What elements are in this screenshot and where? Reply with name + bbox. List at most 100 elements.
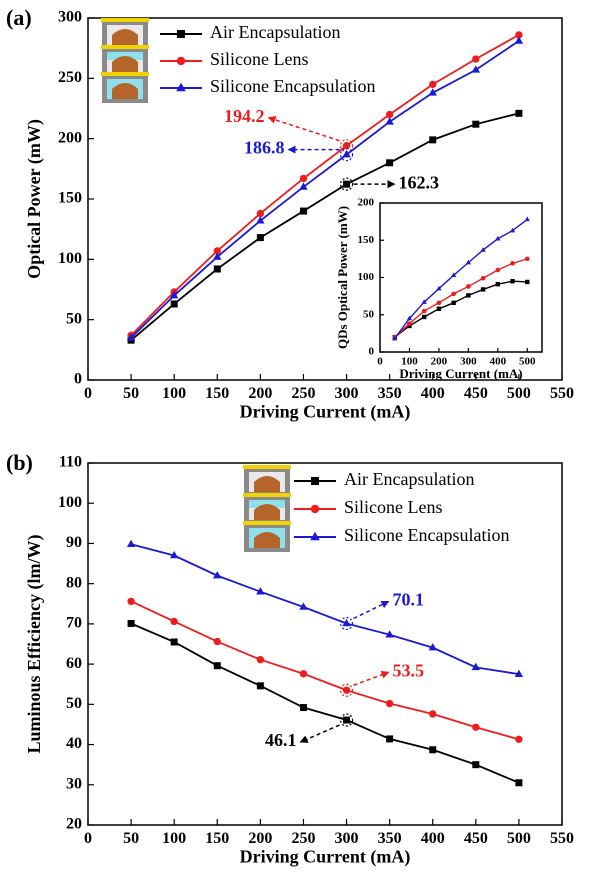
y-tick-label: 40 bbox=[66, 735, 82, 752]
legend-icon-chip bbox=[254, 504, 280, 520]
data-point bbox=[342, 150, 351, 158]
data-point bbox=[299, 704, 307, 712]
data-point bbox=[256, 587, 265, 595]
y-tick-label: 0 bbox=[74, 371, 82, 388]
data-point bbox=[407, 321, 412, 326]
series-line bbox=[130, 600, 520, 741]
series-line bbox=[394, 258, 528, 338]
highlight-ring bbox=[339, 683, 354, 697]
x-tick-label: 0 bbox=[84, 830, 92, 847]
data-point bbox=[299, 182, 308, 190]
panel-label: (a) bbox=[6, 5, 32, 30]
legend-icon-chip bbox=[112, 29, 138, 45]
data-point bbox=[509, 227, 516, 233]
data-point bbox=[495, 282, 501, 287]
y-tick-label: 50 bbox=[363, 308, 375, 320]
data-point bbox=[428, 643, 437, 651]
highlight-ring bbox=[339, 616, 354, 631]
data-point bbox=[386, 159, 394, 167]
data-point bbox=[466, 284, 471, 289]
data-point bbox=[480, 275, 486, 281]
legend-icon-phosphor bbox=[101, 72, 149, 76]
data-point bbox=[170, 638, 178, 646]
annotation-arrow bbox=[353, 600, 390, 620]
x-tick-label: 500 bbox=[519, 355, 536, 367]
data-point bbox=[385, 117, 394, 125]
x-tick-label: 200 bbox=[248, 385, 272, 402]
annotation-arrow bbox=[353, 670, 390, 686]
data-point bbox=[451, 300, 456, 306]
data-point bbox=[392, 335, 398, 341]
data-point bbox=[170, 617, 178, 626]
legend-icon-phosphor bbox=[101, 18, 149, 22]
x-tick-label: 450 bbox=[464, 830, 488, 847]
x-tick-label: 550 bbox=[550, 830, 574, 847]
data-point bbox=[342, 686, 351, 694]
x-tick-label: 300 bbox=[335, 385, 359, 402]
x-tick-label: 400 bbox=[421, 385, 445, 402]
x-tick-label: 200 bbox=[431, 355, 448, 367]
data-point bbox=[256, 656, 265, 664]
data-label: 46.1 bbox=[265, 730, 297, 750]
data-point bbox=[429, 136, 437, 144]
data-point bbox=[472, 120, 480, 128]
data-point bbox=[525, 279, 530, 285]
data-point bbox=[299, 670, 308, 678]
legend-label: Silicone Encapsulation bbox=[210, 76, 375, 96]
legend-label: Silicone Lens bbox=[344, 497, 442, 517]
legend-marker bbox=[177, 30, 185, 38]
x-axis-label: Driving Current (mA) bbox=[240, 847, 411, 868]
data-label: 162.3 bbox=[399, 172, 440, 192]
y-tick-label: 90 bbox=[66, 534, 82, 551]
data-point bbox=[436, 300, 442, 306]
data-point bbox=[256, 682, 264, 690]
data-point bbox=[421, 308, 427, 314]
x-tick-label: 300 bbox=[335, 830, 359, 847]
data-point bbox=[256, 234, 264, 242]
legend-marker bbox=[311, 477, 319, 485]
data-point bbox=[515, 31, 523, 39]
data-label: 194.2 bbox=[224, 106, 265, 126]
y-tick-label: 150 bbox=[358, 234, 375, 246]
data-point bbox=[169, 290, 179, 299]
highlight-ring bbox=[339, 713, 354, 727]
legend-icon-chip bbox=[112, 83, 138, 99]
x-tick-label: 550 bbox=[550, 385, 574, 402]
x-tick-label: 250 bbox=[291, 830, 315, 847]
legend-label: Silicone Encapsulation bbox=[344, 525, 509, 545]
y-tick-label: 200 bbox=[358, 197, 375, 209]
x-tick-label: 500 bbox=[507, 385, 531, 402]
data-point bbox=[256, 216, 265, 224]
legend-icon-phosphor bbox=[243, 521, 291, 525]
legend-icon-phosphor bbox=[243, 493, 291, 497]
data-point bbox=[213, 252, 222, 260]
y-tick-label: 0 bbox=[369, 346, 375, 358]
annotation-arrow bbox=[299, 724, 340, 743]
data-point bbox=[127, 619, 135, 627]
legend-marker bbox=[310, 504, 320, 514]
x-tick-label: 150 bbox=[205, 385, 229, 402]
data-point bbox=[451, 291, 456, 297]
y-tick-label: 300 bbox=[58, 9, 82, 26]
data-point bbox=[514, 669, 524, 677]
data-point bbox=[480, 247, 486, 252]
series-line bbox=[130, 112, 520, 341]
data-point bbox=[510, 261, 515, 266]
data-point bbox=[495, 267, 501, 273]
data-point bbox=[342, 618, 351, 627]
x-tick-label: 50 bbox=[123, 385, 139, 402]
x-tick-label: 100 bbox=[162, 830, 186, 847]
panel-label: (b) bbox=[6, 450, 33, 475]
data-point bbox=[170, 300, 178, 308]
y-axis-label: Optical Power (mW) bbox=[24, 119, 45, 279]
data-label: 70.1 bbox=[393, 590, 425, 610]
y-tick-label: 100 bbox=[58, 250, 82, 267]
x-tick-label: 0 bbox=[377, 355, 383, 367]
data-point bbox=[213, 662, 221, 670]
data-point bbox=[343, 716, 351, 724]
legend-label: Air Encapsulation bbox=[344, 469, 474, 489]
x-tick-label: 50 bbox=[123, 830, 139, 847]
legend-icon-chip bbox=[254, 532, 280, 548]
data-point bbox=[429, 746, 437, 754]
x-tick-label: 200 bbox=[248, 830, 272, 847]
